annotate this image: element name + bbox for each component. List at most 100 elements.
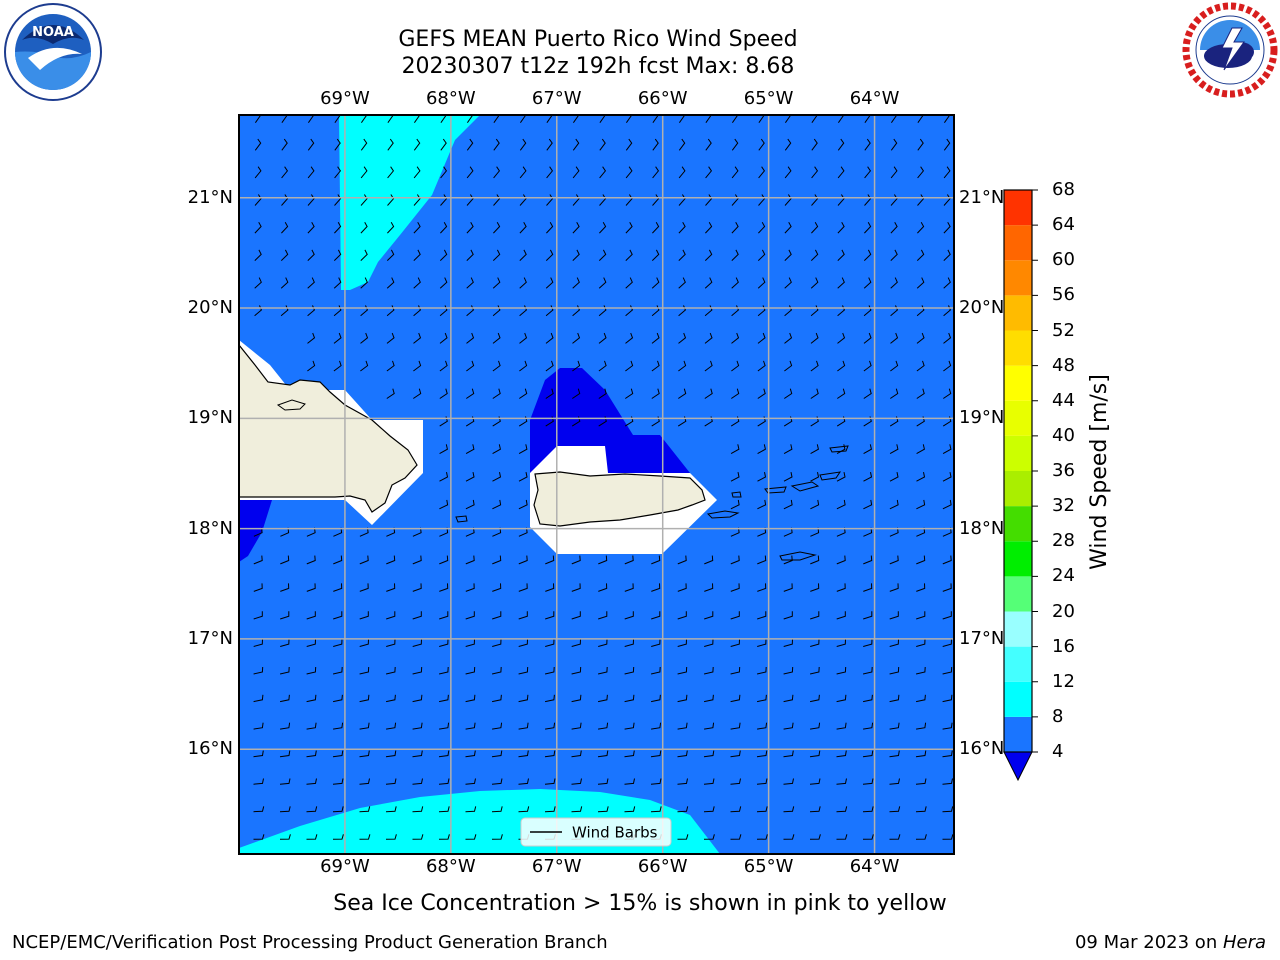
- wind-barb: [704, 277, 713, 289]
- wind-barb: [704, 249, 713, 261]
- wind-barb: [677, 666, 688, 675]
- wind-barb: [280, 277, 289, 289]
- wind-barb: [597, 778, 609, 785]
- lon-tick-label: 64°W: [849, 856, 900, 877]
- colorbar-tick-label: 8: [1052, 705, 1064, 727]
- wind-barb: [545, 583, 555, 592]
- wind-barb: [677, 806, 689, 813]
- wind-barb: [704, 555, 714, 565]
- wind-barb: [624, 778, 635, 785]
- gridlines: [239, 115, 954, 854]
- wind-barb: [385, 834, 397, 840]
- wind-barb: [387, 221, 395, 234]
- wind-barb: [757, 722, 768, 730]
- wind-barb: [916, 722, 927, 730]
- wind-barb: [942, 583, 952, 592]
- wind-barb: [571, 555, 581, 565]
- wind-barb: [889, 666, 900, 675]
- wind-barb: [889, 611, 899, 620]
- wind-barb: [889, 444, 899, 455]
- wind-barb: [279, 834, 291, 840]
- wind-barb: [756, 834, 768, 840]
- wind-barb: [466, 221, 474, 234]
- wind-barb: [942, 750, 953, 758]
- wind-barb: [677, 555, 687, 565]
- wind-barb: [572, 305, 581, 317]
- wind-barb: [943, 194, 951, 206]
- wind-barb: [703, 806, 715, 813]
- wind-barb: [889, 834, 901, 840]
- colorbar-tick-label: 12: [1052, 670, 1075, 692]
- wind-barb: [756, 666, 767, 675]
- wind-barb: [863, 555, 873, 565]
- wind-barb: [518, 555, 528, 565]
- wind-barb: [650, 778, 662, 785]
- wind-barb: [730, 666, 741, 675]
- wind-barb: [677, 611, 687, 620]
- wind-barb: [757, 360, 766, 372]
- wind-barb: [519, 194, 527, 206]
- colorbar-label: Wind Speed [m/s]: [1087, 374, 1112, 570]
- colorbar-tick-label: 56: [1052, 284, 1075, 306]
- wind-barb: [836, 472, 846, 482]
- wind-barb: [624, 722, 635, 730]
- wind-barb: [916, 499, 926, 510]
- wind-barb: [889, 555, 899, 565]
- wind-barb: [572, 277, 580, 289]
- wind-barb: [784, 166, 792, 179]
- wind-barb: [942, 639, 952, 647]
- wind-barb: [439, 722, 450, 730]
- wind-barb: [492, 583, 502, 592]
- wind-barb: [519, 138, 527, 151]
- wind-barb: [465, 666, 476, 675]
- wind-barb: [942, 499, 952, 510]
- colorbar-segment: [1004, 506, 1032, 542]
- wind-barb: [625, 138, 633, 151]
- map-frame: [238, 114, 955, 855]
- wind-barb: [942, 555, 952, 565]
- wind-barb: [571, 583, 581, 592]
- wind-barb: [836, 639, 846, 647]
- wind-barb: [334, 194, 342, 206]
- wind-barb: [756, 806, 768, 813]
- wind-barb: [281, 166, 289, 179]
- wind-barb: [703, 666, 714, 675]
- wind-barb: [518, 639, 528, 647]
- wind-barb: [758, 138, 765, 151]
- wind-barb: [306, 583, 316, 592]
- wind-barb: [465, 806, 477, 813]
- wind-barb: [439, 472, 449, 482]
- colorbar: [1003, 189, 1038, 782]
- wind-barb: [889, 694, 900, 703]
- wind-barb: [279, 666, 290, 675]
- wind-barb: [624, 639, 634, 647]
- wind-barb: [307, 277, 315, 289]
- wind-barb: [704, 360, 713, 372]
- wind-barb: [492, 499, 502, 510]
- wind-barb: [598, 305, 607, 317]
- wind-barb: [784, 249, 792, 261]
- wind-barb: [359, 778, 370, 785]
- wind-barb: [837, 166, 845, 179]
- wind-barb: [811, 138, 818, 151]
- wind-barb: [837, 305, 846, 317]
- wind-barb: [545, 388, 554, 399]
- wind-barb: [625, 332, 634, 344]
- island-st-john-tortola: [790, 481, 820, 492]
- wind-barb: [731, 194, 739, 206]
- wind-barb: [598, 639, 608, 647]
- wind-barb: [545, 249, 554, 261]
- lon-tick-label: 66°W: [637, 88, 688, 109]
- wind-barb: [836, 750, 847, 758]
- wind-barb: [413, 277, 421, 289]
- lon-tick-label: 69°W: [320, 856, 370, 877]
- wind-barb: [783, 472, 793, 482]
- wind-barb: [518, 694, 529, 703]
- wind-barb: [572, 249, 580, 261]
- wind-barb: [413, 166, 421, 179]
- wind-barb: [492, 722, 503, 730]
- wind-barb: [810, 472, 820, 482]
- wind-barb: [438, 666, 449, 675]
- wind-barb: [783, 555, 793, 565]
- wind-barb: [652, 221, 660, 234]
